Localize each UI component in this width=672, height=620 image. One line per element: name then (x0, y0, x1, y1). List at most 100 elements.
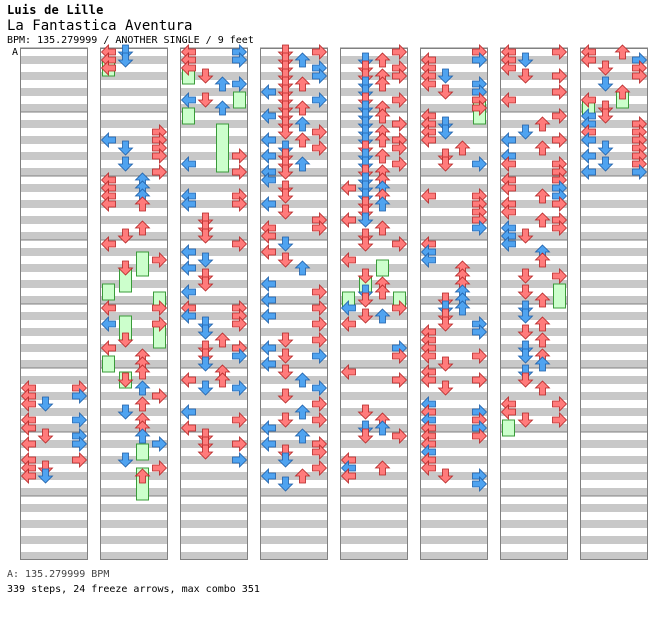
step-arrow-up (534, 356, 551, 372)
beat-stripe (260, 504, 328, 512)
beat-stripe (500, 232, 568, 240)
step-arrow-left (180, 372, 196, 388)
step-arrow-down (277, 124, 294, 140)
step-arrow-down (357, 84, 374, 100)
step-arrow-down (357, 132, 374, 148)
step-arrow-down (517, 300, 534, 316)
beat-stripe (20, 504, 88, 512)
step-arrow-right (72, 436, 88, 452)
step-arrow-up (134, 364, 151, 380)
step-arrow-left (20, 396, 36, 412)
beat-stripe (100, 552, 168, 560)
beat-stripe (420, 136, 488, 144)
step-arrow-down (517, 372, 534, 388)
step-arrow-down (357, 292, 374, 308)
step-arrow-down (197, 380, 214, 396)
beat-stripe (580, 136, 648, 144)
step-arrow-right (392, 300, 408, 316)
beat-stripe (180, 424, 248, 432)
step-arrow-left (340, 364, 356, 380)
beat-stripe (580, 216, 648, 224)
step-arrow-left (100, 60, 116, 76)
step-arrow-right (392, 68, 408, 84)
step-arrow-down (37, 428, 54, 444)
beat-stripe (500, 168, 568, 176)
beat-stripe (180, 136, 248, 144)
step-arrow-up (374, 108, 391, 124)
step-arrow-up (374, 284, 391, 300)
step-arrow-down (197, 316, 214, 332)
beat-stripe (260, 424, 328, 432)
beat-stripe (260, 152, 328, 160)
beat-stripe (180, 72, 248, 80)
beat-stripe (20, 184, 88, 192)
beat-stripe (340, 200, 408, 208)
beat-stripe (420, 552, 488, 560)
beat-stripe (340, 408, 408, 416)
beat-stripe (20, 536, 88, 544)
beat-stripe (100, 200, 168, 208)
beat-stripe (260, 56, 328, 64)
step-arrow-down (277, 388, 294, 404)
beat-stripe (260, 168, 328, 176)
step-arrow-down (197, 428, 214, 444)
beat-stripe (420, 72, 488, 80)
beat-stripe (260, 264, 328, 272)
beat-stripe (20, 104, 88, 112)
step-arrow-left (260, 356, 276, 372)
beat-stripe (20, 344, 88, 352)
beat-stripe (500, 456, 568, 464)
step-arrow-up (294, 116, 311, 132)
beat-stripe (340, 264, 408, 272)
step-arrow-down (277, 452, 294, 468)
step-arrow-down (357, 108, 374, 124)
beat-stripe (500, 440, 568, 448)
beat-stripe (180, 56, 248, 64)
step-arrow-left (260, 84, 276, 100)
beat-stripe (580, 232, 648, 240)
beat-stripe (420, 56, 488, 64)
step-arrow-down (37, 396, 54, 412)
beat-stripe (580, 184, 648, 192)
beat-stripe (580, 392, 648, 400)
beat-stripe (100, 488, 168, 496)
step-arrow-up (374, 196, 391, 212)
step-arrow-left (20, 420, 36, 436)
beat-stripe (580, 56, 648, 64)
beat-stripe (340, 88, 408, 96)
step-arrow-left (100, 316, 116, 332)
step-arrow-down (277, 76, 294, 92)
beat-stripe (580, 296, 648, 304)
beat-stripe (340, 488, 408, 496)
beat-stripe (20, 456, 88, 464)
step-arrow-down (197, 92, 214, 108)
step-arrow-right (152, 148, 168, 164)
step-arrow-down (37, 460, 54, 476)
beat-stripe (340, 72, 408, 80)
column-border (180, 48, 248, 560)
beat-stripe (100, 120, 168, 128)
step-arrow-right (312, 124, 328, 140)
beat-stripe (100, 440, 168, 448)
step-arrow-right (392, 428, 408, 444)
beat-stripe (580, 472, 648, 480)
step-arrow-left (260, 196, 276, 212)
step-arrow-up (534, 292, 551, 308)
chart-column-2 (100, 44, 168, 560)
step-arrow-down (277, 164, 294, 180)
step-arrow-down (437, 68, 454, 84)
step-arrow-left (260, 276, 276, 292)
step-arrow-down (357, 284, 374, 300)
step-arrow-down (517, 284, 534, 300)
chart-column-8 (580, 44, 648, 560)
beat-stripe (100, 328, 168, 336)
step-arrow-up (534, 140, 551, 156)
column-border (340, 48, 408, 560)
step-arrow-right (232, 348, 248, 364)
step-arrow-down (197, 228, 214, 244)
beat-stripe (500, 120, 568, 128)
step-arrow-down (597, 100, 614, 116)
beat-stripe (420, 312, 488, 320)
step-arrow-down (357, 164, 374, 180)
beat-stripe (100, 184, 168, 192)
